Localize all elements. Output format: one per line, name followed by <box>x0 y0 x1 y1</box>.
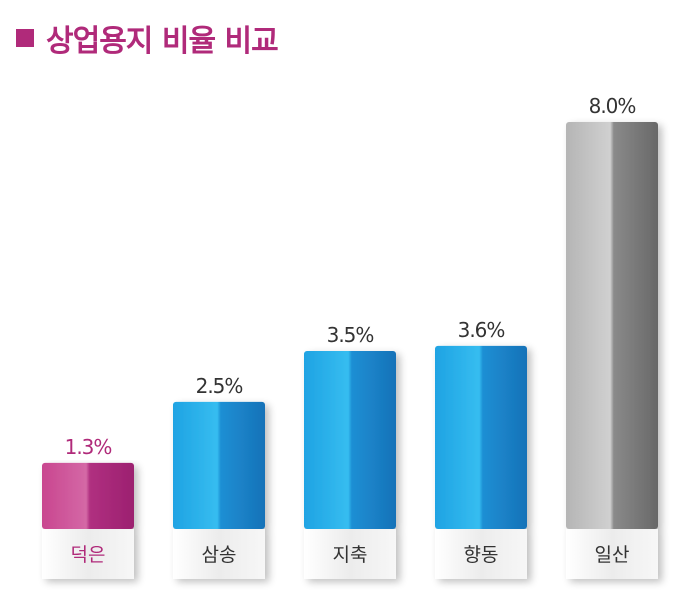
bar-지축 <box>304 350 396 529</box>
category-label-일산: 일산 <box>595 544 630 566</box>
bar-group-2 <box>173 401 265 579</box>
title-square-icon <box>16 29 34 47</box>
value-label-지축: 3.5% <box>327 323 374 347</box>
bar-group-5 <box>566 122 658 579</box>
bar-삼송 <box>173 401 265 529</box>
chart-title: 상업용지 비율 비교 <box>16 16 279 60</box>
category-label-삼송: 삼송 <box>202 544 237 566</box>
bar-향동 <box>435 345 527 529</box>
bar-group-1 <box>42 462 134 579</box>
chart-title-text: 상업용지 비율 비교 <box>46 24 279 59</box>
value-label-향동: 3.6% <box>458 318 505 342</box>
category-label-향동: 향동 <box>464 544 499 566</box>
value-label-일산: 8.0% <box>589 94 636 118</box>
bar-group-3 <box>304 350 396 579</box>
value-label-삼송: 2.5% <box>196 374 243 398</box>
bar-일산 <box>566 122 658 529</box>
bar-base-삼송 <box>173 529 265 579</box>
value-label-덕은: 1.3% <box>65 435 112 459</box>
bar-base-일산 <box>566 529 658 579</box>
category-label-덕은: 덕은 <box>71 544 106 566</box>
bar-덕은 <box>42 462 134 529</box>
bar-group-4 <box>435 345 527 579</box>
bar-base-향동 <box>435 529 527 579</box>
bar-base-지축 <box>304 529 396 579</box>
bar-base-덕은 <box>42 529 134 579</box>
category-label-지축: 지축 <box>333 544 368 566</box>
